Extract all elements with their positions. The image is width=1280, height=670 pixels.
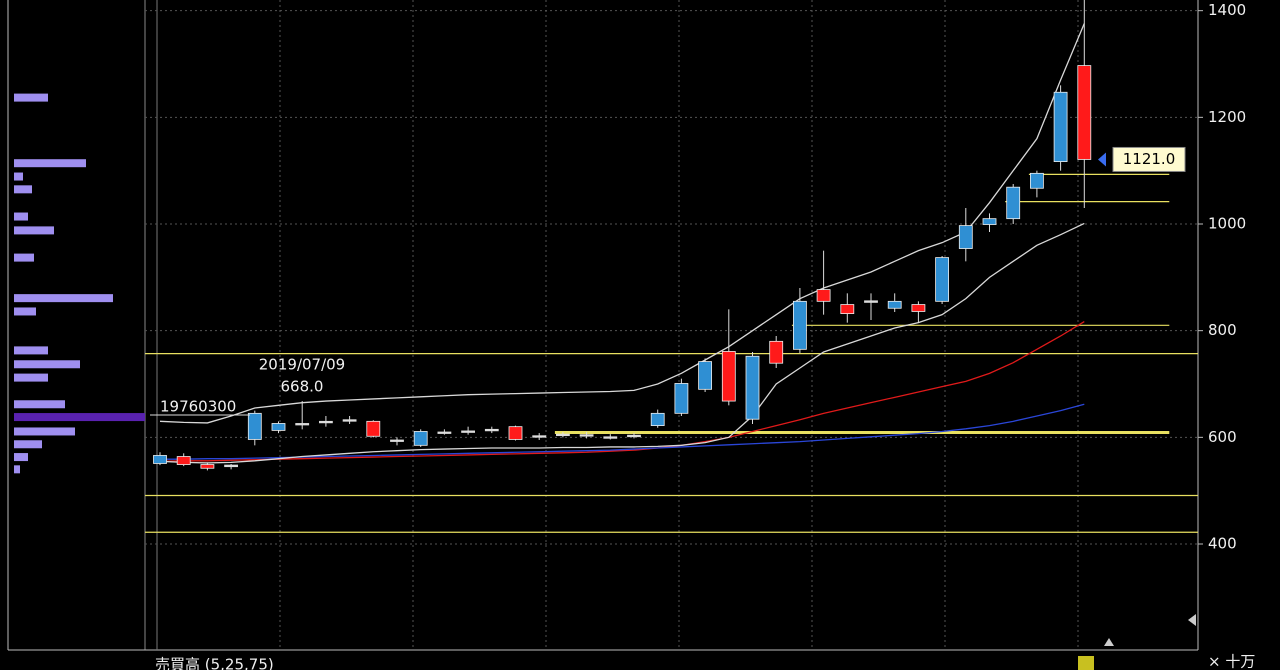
volume-profile-bar: [14, 465, 20, 474]
volume-profile-bar: [14, 440, 42, 449]
candle-body: [911, 304, 926, 312]
candle-body: [745, 355, 760, 420]
candle-body: [295, 423, 310, 426]
volume-profile-bar: [14, 212, 28, 221]
indicator-line: [159, 222, 1085, 464]
price-arrow: [1098, 152, 1106, 167]
y-tick-label: 1200: [1208, 108, 1246, 126]
candle-body: [1077, 65, 1092, 160]
candle-body: [437, 431, 452, 434]
price-tag-bg: [1112, 146, 1186, 172]
volume-profile-bar: [14, 294, 113, 303]
candle-body: [366, 420, 381, 437]
y-tick-label: 400: [1208, 535, 1237, 553]
candle-body: [698, 361, 712, 390]
candle-body: [840, 304, 855, 314]
volume-unit: × 十万: [1208, 653, 1255, 670]
candle-body: [1006, 186, 1021, 220]
y-tick-label: 1400: [1208, 1, 1246, 19]
scroll-marker: [1104, 638, 1114, 646]
candle-body: [958, 225, 973, 249]
volume-profile-bar: [14, 400, 65, 409]
volume-profile-bar: [14, 253, 34, 262]
high-annotation: 668.0: [281, 378, 324, 396]
candle-body: [982, 218, 997, 225]
scroll-marker: [1188, 614, 1196, 626]
candle-body: [721, 351, 736, 402]
candle-body: [318, 420, 333, 424]
candle-body: [508, 426, 523, 440]
volume-profile-bar: [14, 413, 145, 422]
candle-body: [153, 455, 167, 464]
indicator-line: [159, 23, 1085, 424]
candle-body: [484, 428, 499, 432]
candle-body: [627, 434, 641, 438]
candle-body: [935, 257, 949, 302]
volume-bar-top: [1078, 656, 1094, 670]
candle-body: [1030, 172, 1044, 189]
volume-profile-bar: [14, 346, 48, 355]
last-price-label: 1121.0: [1123, 150, 1176, 168]
candle-body: [1053, 91, 1068, 163]
candle-body: [887, 300, 902, 309]
indicator-line: [159, 321, 1085, 462]
candle-body: [461, 430, 476, 433]
volume-profile-bar: [14, 307, 36, 316]
volume-profile-bar: [14, 185, 32, 194]
y-tick-label: 600: [1208, 428, 1237, 446]
volume-profile-bar: [14, 373, 48, 382]
volume-profile-bar: [14, 427, 75, 436]
candle-body: [342, 419, 357, 422]
candle-body: [864, 300, 878, 303]
volume-profile-bar: [14, 453, 28, 462]
candle-body: [556, 433, 570, 437]
volume-profile-bar: [14, 159, 86, 168]
date-annotation: 2019/07/09: [259, 356, 345, 374]
candle-body: [390, 439, 404, 442]
candle-body: [224, 464, 239, 468]
candle-body: [247, 412, 262, 440]
volume-profile-bar: [14, 172, 23, 181]
candle-body: [603, 436, 618, 439]
candle-body: [532, 435, 547, 438]
candle-body: [200, 464, 215, 469]
volume-profile-bar: [14, 226, 54, 235]
y-tick-label: 1000: [1208, 215, 1246, 233]
volume-profile-bar: [14, 93, 48, 102]
candle-body: [816, 289, 831, 302]
volume-annotation: 19760300: [160, 398, 236, 416]
candle-body: [674, 383, 689, 414]
volume-profile-bar: [14, 360, 80, 369]
indicator-line: [160, 403, 1085, 460]
volume-panel-title: 売買高 (5,25,75): [155, 656, 274, 670]
candle-body: [769, 340, 784, 364]
candle-body: [271, 423, 286, 431]
candle-body: [176, 456, 191, 465]
candle-body: [579, 434, 594, 437]
y-tick-label: 800: [1208, 321, 1237, 339]
candle-body: [650, 412, 665, 427]
candle-body: [793, 300, 807, 350]
candle-body: [413, 431, 428, 446]
